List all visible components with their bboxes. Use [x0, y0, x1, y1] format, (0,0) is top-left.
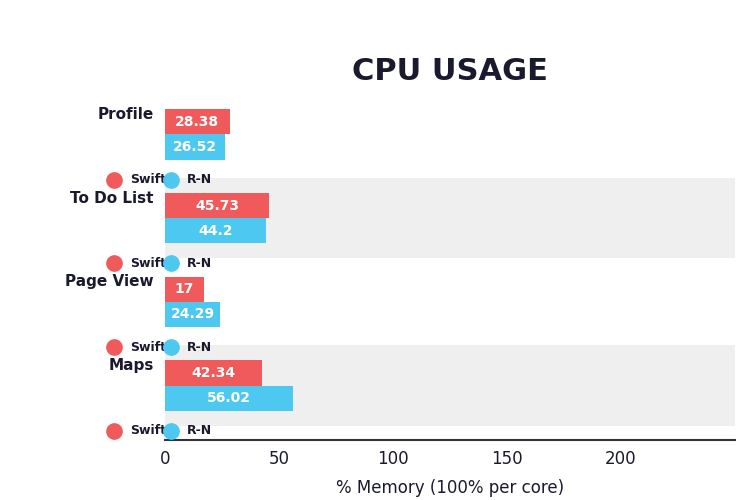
Bar [165, 110, 230, 134]
Text: Swift: Swift [130, 257, 166, 270]
Text: 26.52: 26.52 [173, 140, 217, 154]
Text: 28.38: 28.38 [176, 115, 220, 129]
Text: Swift: Swift [130, 424, 166, 438]
X-axis label: % Memory (100% per core): % Memory (100% per core) [336, 479, 564, 497]
Bar [165, 218, 266, 244]
Text: Profile: Profile [98, 107, 154, 122]
Text: 45.73: 45.73 [195, 198, 239, 212]
Text: R-N: R-N [187, 340, 211, 353]
Text: R-N: R-N [187, 424, 211, 438]
Text: 42.34: 42.34 [191, 366, 236, 380]
Text: To Do List: To Do List [70, 190, 154, 206]
Bar [165, 178, 735, 258]
Bar [165, 346, 735, 426]
Text: Page View: Page View [65, 274, 154, 289]
Text: Swift: Swift [130, 340, 166, 353]
Text: Maps: Maps [109, 358, 154, 373]
Text: 24.29: 24.29 [171, 308, 214, 322]
Bar [165, 386, 292, 410]
Bar [165, 276, 204, 302]
Text: 44.2: 44.2 [198, 224, 232, 237]
Bar [165, 360, 262, 386]
Text: 17: 17 [175, 282, 194, 296]
Text: R-N: R-N [187, 257, 211, 270]
Title: CPU USAGE: CPU USAGE [352, 57, 548, 86]
Text: 56.02: 56.02 [207, 391, 251, 405]
Bar [165, 193, 269, 218]
Text: R-N: R-N [187, 173, 211, 186]
Text: Swift: Swift [130, 173, 166, 186]
Bar [165, 134, 226, 160]
Bar [165, 302, 220, 327]
